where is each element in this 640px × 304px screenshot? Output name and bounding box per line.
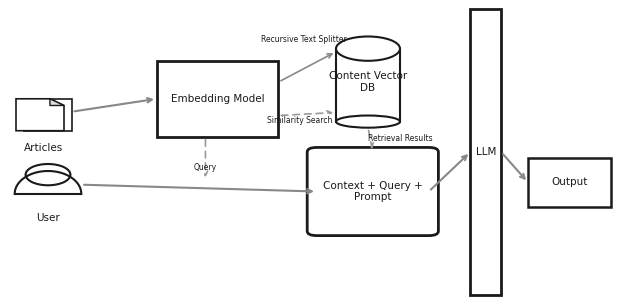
FancyArrowPatch shape [503, 154, 525, 178]
FancyArrowPatch shape [369, 130, 373, 147]
Text: LLM: LLM [476, 147, 496, 157]
Text: Output: Output [552, 178, 588, 187]
Text: User: User [36, 213, 60, 223]
FancyArrowPatch shape [281, 111, 332, 116]
FancyBboxPatch shape [470, 9, 501, 295]
FancyArrowPatch shape [431, 156, 467, 190]
Polygon shape [16, 99, 64, 131]
Text: Articles: Articles [24, 143, 63, 153]
Text: Content Vector
DB: Content Vector DB [329, 71, 407, 93]
Ellipse shape [336, 116, 400, 128]
Text: Embedding Model: Embedding Model [171, 94, 264, 104]
Bar [336, 49, 400, 122]
FancyArrowPatch shape [281, 54, 332, 81]
Ellipse shape [336, 36, 400, 61]
Text: Recursive Text Splitter: Recursive Text Splitter [261, 35, 347, 44]
Text: Query: Query [193, 163, 216, 172]
FancyBboxPatch shape [157, 61, 278, 137]
FancyBboxPatch shape [307, 147, 438, 236]
Ellipse shape [336, 36, 400, 61]
Circle shape [26, 164, 70, 185]
FancyBboxPatch shape [528, 158, 611, 207]
FancyArrowPatch shape [204, 140, 207, 175]
Polygon shape [50, 99, 64, 105]
Polygon shape [24, 99, 72, 131]
Text: Similarity Search: Similarity Search [267, 116, 332, 125]
FancyArrowPatch shape [84, 185, 312, 193]
Text: Context + Query +
Prompt: Context + Query + Prompt [323, 181, 422, 202]
FancyArrowPatch shape [74, 98, 152, 111]
Text: Retrieval Results: Retrieval Results [368, 134, 433, 143]
